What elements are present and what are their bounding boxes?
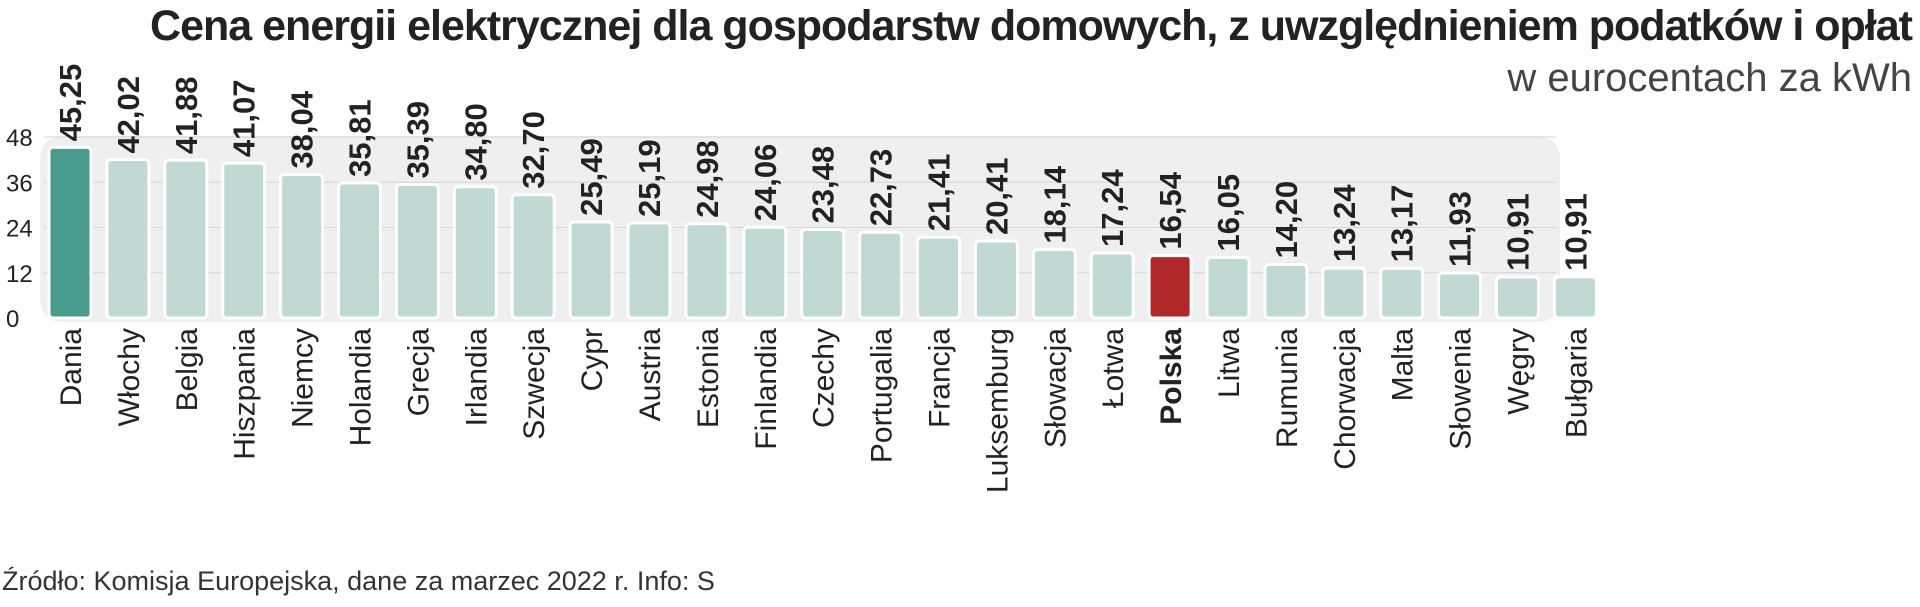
value-label-holandia: 35,81: [343, 99, 378, 177]
value-label-litwa: 16,05: [1211, 174, 1246, 252]
category-labels: Dania Włochy Belgia Hiszpania Niemcy Holandia…: [55, 328, 1593, 493]
value-label-czechy: 23,48: [806, 146, 841, 224]
value-label-slowenia: 11,93: [1443, 191, 1478, 267]
bar-belgia: [163, 158, 209, 320]
bar-grecja: [394, 183, 440, 320]
category-label-slowacja: Słowacja: [1039, 328, 1072, 448]
value-label-portugalia: 22,73: [864, 149, 899, 227]
y-tick-label: 12: [6, 261, 33, 288]
bar-malta: [1379, 266, 1425, 320]
value-label-cypr: 25,49: [574, 138, 609, 216]
chart-subtitle: w eurocentach za kWh: [1507, 56, 1912, 100]
bar-wlochy: [105, 158, 151, 320]
bar-holandia: [337, 181, 382, 320]
bar-chorwacja: [1321, 266, 1367, 320]
value-label-austria: 25,19: [632, 139, 667, 217]
bar-luksemburg: [973, 239, 1019, 320]
value-label-estonia: 24,98: [690, 140, 725, 218]
category-label-bulgaria: Bułgaria: [1560, 328, 1593, 438]
category-label-austria: Austria: [634, 328, 667, 422]
value-label-malta: 13,17: [1385, 185, 1420, 263]
bar-niemcy: [279, 173, 325, 320]
y-tick-label: 48: [6, 125, 33, 152]
category-label-niemcy: Niemcy: [287, 328, 320, 428]
bar-polska: [1147, 254, 1193, 320]
value-label-irlandia: 34,80: [458, 103, 493, 181]
bar-szwecja: [510, 193, 556, 320]
bar-chart: 0 12 24 36 48 45,25 42,02 41,88 41,07 38,04 35,81…: [6, 64, 1598, 493]
value-label-polska: 16,54: [1153, 171, 1188, 249]
value-label-wegry: 10,91: [1501, 193, 1536, 271]
value-label-finlandia: 24,06: [748, 144, 783, 222]
value-label-belgia: 41,88: [169, 76, 204, 154]
category-label-luksemburg: Luksemburg: [981, 328, 1014, 493]
category-label-grecja: Grecja: [402, 328, 435, 417]
bar-francja: [916, 235, 961, 320]
y-tick-label: 36: [6, 170, 33, 197]
value-labels: 45,25 42,02 41,88 41,07 38,04 35,81 35,39 34,80…: [53, 64, 1593, 271]
bar-irlandia: [452, 185, 498, 320]
value-label-chorwacja: 13,24: [1327, 184, 1362, 262]
category-label-czechy: Czechy: [808, 328, 841, 428]
bar-litwa: [1205, 255, 1251, 320]
y-tick-label: 0: [6, 306, 19, 333]
category-label-dania: Dania: [55, 328, 88, 407]
chart-title: Cena energii elektrycznej dla gospodarst…: [150, 2, 1913, 50]
category-label-irlandia: Irlandia: [460, 328, 493, 427]
value-label-dania: 45,25: [53, 64, 88, 142]
source-note: Źródło: Komisja Europejska, dane za marz…: [2, 566, 715, 596]
bar-czechy: [800, 227, 846, 320]
category-label-francja: Francja: [924, 328, 957, 428]
bars: [47, 145, 1598, 320]
category-label-chorwacja: Chorwacja: [1329, 328, 1362, 470]
category-label-wegry: Węgry: [1503, 328, 1536, 415]
value-label-hiszpania: 41,07: [227, 80, 262, 158]
value-label-lotwa: 17,24: [1095, 169, 1130, 247]
y-tick-label: 24: [6, 216, 33, 243]
category-label-litwa: Litwa: [1213, 328, 1246, 398]
bar-slowenia: [1437, 271, 1483, 320]
bar-finlandia: [742, 225, 788, 320]
category-label-estonia: Estonia: [692, 328, 725, 428]
category-label-portugalia: Portugalia: [866, 328, 899, 463]
bar-cypr: [568, 220, 614, 320]
value-label-niemcy: 38,04: [285, 90, 320, 168]
category-label-lotwa: Łotwa: [1097, 328, 1130, 408]
bar-rumunia: [1263, 262, 1309, 320]
bar-dania: [47, 145, 93, 320]
category-label-rumunia: Rumunia: [1271, 328, 1304, 448]
value-label-bulgaria: 10,91: [1558, 193, 1593, 271]
category-label-hiszpania: Hiszpania: [229, 328, 262, 460]
category-label-wlochy: Włochy: [113, 328, 146, 426]
category-label-cypr: Cypr: [576, 328, 609, 391]
category-label-holandia: Holandia: [345, 328, 378, 447]
category-label-szwecja: Szwecja: [518, 328, 551, 440]
value-label-szwecja: 32,70: [516, 111, 551, 189]
value-label-grecja: 35,39: [400, 101, 435, 179]
bar-wegry: [1495, 275, 1540, 320]
value-label-francja: 21,41: [922, 154, 957, 232]
value-label-wlochy: 42,02: [111, 76, 146, 154]
y-axis-ticks: 0 12 24 36 48: [6, 125, 33, 333]
bar-austria: [626, 221, 672, 320]
bar-estonia: [684, 222, 730, 320]
category-label-slowenia: Słowenia: [1445, 328, 1478, 450]
bar-bulgaria: [1552, 275, 1598, 320]
category-label-malta: Malta: [1387, 328, 1420, 402]
bar-lotwa: [1089, 251, 1135, 320]
value-label-rumunia: 14,20: [1269, 181, 1304, 259]
value-label-luksemburg: 20,41: [979, 157, 1014, 235]
value-label-slowacja: 18,14: [1037, 165, 1072, 243]
category-label-finlandia: Finlandia: [750, 328, 783, 450]
bar-portugalia: [858, 230, 904, 320]
category-label-belgia: Belgia: [171, 328, 204, 412]
category-label-polska: Polska: [1155, 328, 1188, 425]
bar-hiszpania: [221, 161, 267, 320]
bar-slowacja: [1031, 248, 1077, 320]
